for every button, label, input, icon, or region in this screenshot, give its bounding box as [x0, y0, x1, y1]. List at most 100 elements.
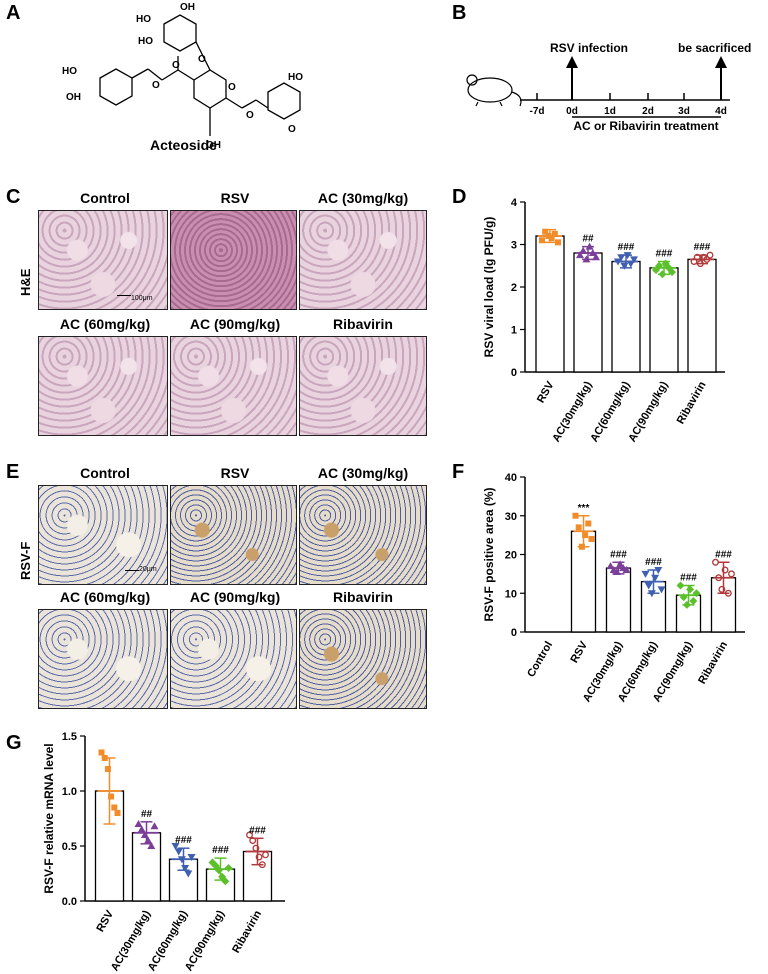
x-tick-label: Ribavirin [230, 908, 264, 955]
data-point [641, 570, 650, 578]
x-tick-label: RSV [94, 908, 116, 934]
data-point [576, 251, 584, 259]
significance-label: ### [656, 249, 673, 260]
y-tick-label: 10 [505, 588, 517, 600]
significance-label: ### [645, 557, 662, 568]
data-point [137, 825, 146, 833]
scale-bar [117, 295, 131, 296]
he-title: AC (90mg/kg) [189, 316, 281, 332]
y-tick-label: 3 [511, 240, 517, 252]
row-label-he: H&E [18, 268, 33, 296]
data-point [147, 842, 156, 849]
ihc-title: Ribavirin [333, 589, 393, 605]
treatment-timeline: RSV infection be sacrificed -7d 0d 1d 2d… [466, 41, 751, 133]
bar [605, 567, 632, 633]
significance-label: ### [212, 845, 229, 856]
data-point [98, 749, 105, 756]
data-point [108, 793, 115, 800]
x-tick-label: AC(30mg/kg) [109, 908, 153, 973]
he-title: AC (60mg/kg) [59, 316, 151, 332]
bar [611, 260, 641, 373]
data-point [657, 586, 666, 594]
significance-label: ### [680, 573, 697, 584]
data-point [174, 848, 183, 856]
y-tick-label: 0.5 [62, 841, 77, 853]
significance-label: ## [141, 809, 153, 820]
day-label: 2d [642, 106, 654, 117]
data-point [551, 230, 558, 237]
data-point [712, 558, 719, 566]
rhamnose-ring [163, 14, 197, 52]
compound-name: Acteoside [150, 137, 217, 153]
group-label: OH [206, 140, 221, 151]
chart-f-positive-area: 0 10 20 30 40 RSV-F positive area (%) Control *… [482, 472, 745, 704]
ihc-image-ac60 [38, 609, 168, 709]
y-tick-label: 40 [505, 472, 517, 484]
significance-label: ### [618, 242, 635, 253]
data-point [622, 566, 631, 573]
significance-label: ### [610, 549, 627, 560]
y-tick-label: 0 [511, 627, 517, 639]
glucose-ring [193, 69, 227, 109]
row-label-ihc: RSV-F [18, 541, 33, 580]
group-label: HO [62, 66, 77, 77]
panel-label-b: B [452, 2, 467, 24]
data-point [588, 536, 595, 542]
significance-label: ### [175, 835, 192, 846]
y-tick-label: 20 [505, 550, 517, 562]
data-point [187, 854, 196, 861]
data-point [728, 570, 735, 578]
mouse-icon [466, 74, 522, 107]
y-axis-label: RSV-F relative mRNA level [42, 743, 56, 893]
ihc-title: RSV [220, 465, 250, 481]
data-point [221, 877, 230, 886]
significance-label: ### [694, 242, 711, 253]
he-image-rsv [170, 210, 297, 310]
y-tick-label: 1.5 [62, 731, 77, 743]
right-benzene-ring [267, 82, 301, 120]
he-title: Ribavirin [333, 316, 393, 332]
significance-label: ### [249, 825, 266, 836]
data-point [718, 585, 726, 593]
ihc-title: AC (90mg/kg) [189, 589, 281, 605]
data-point [150, 822, 159, 830]
data-point [644, 582, 653, 590]
infection-arrow [566, 56, 578, 100]
chart-d-viral-load: 0 1 2 3 4 RSV viral load (lg PFU/g) RSV ## AC(30… [482, 197, 725, 444]
data-point [585, 520, 592, 527]
day-label: 3d [678, 106, 690, 117]
data-point [706, 251, 714, 259]
panel-label-g: G [6, 732, 22, 754]
data-point [539, 237, 545, 244]
panel-label-f: F [452, 461, 465, 483]
panel-label-a: A [6, 2, 21, 24]
data-point [184, 870, 193, 878]
scale-bar [125, 570, 139, 571]
ihc-title: AC (60mg/kg) [59, 589, 151, 605]
group-label: O [288, 124, 296, 135]
he-title: Control [80, 190, 130, 206]
y-tick-label: 0 [511, 367, 517, 379]
group-label: O [228, 82, 236, 93]
scale-bar-label: 20μm [139, 566, 157, 573]
group-label: HO [136, 14, 151, 25]
ihc-image-rsv [170, 485, 297, 585]
data-point [676, 581, 685, 590]
significance-label: *** [578, 503, 590, 514]
chart-g-mrna: 0.0 0.5 1.0 1.5 RSV-F relative mRNA level RSV… [42, 731, 285, 973]
he-image-ac30 [299, 210, 427, 310]
data-point [721, 566, 729, 574]
x-tick-label: AC(30mg/kg) [550, 379, 594, 444]
he-title: RSV [220, 190, 250, 206]
he-title: AC (30mg/kg) [317, 190, 409, 206]
ihc-image-ribavirin [299, 609, 427, 709]
left-benzene-ring [99, 68, 133, 106]
data-point [171, 843, 180, 850]
data-point [630, 256, 638, 264]
he-image-ribavirin [299, 336, 427, 436]
x-tick-label: AC(90mg/kg) [183, 908, 227, 973]
significance-label: ## [582, 234, 594, 245]
y-axis-label: RSV viral load (lg PFU/g) [482, 217, 496, 358]
ihc-title: Control [80, 465, 130, 481]
x-tick-label: AC(90mg/kg) [626, 379, 670, 444]
